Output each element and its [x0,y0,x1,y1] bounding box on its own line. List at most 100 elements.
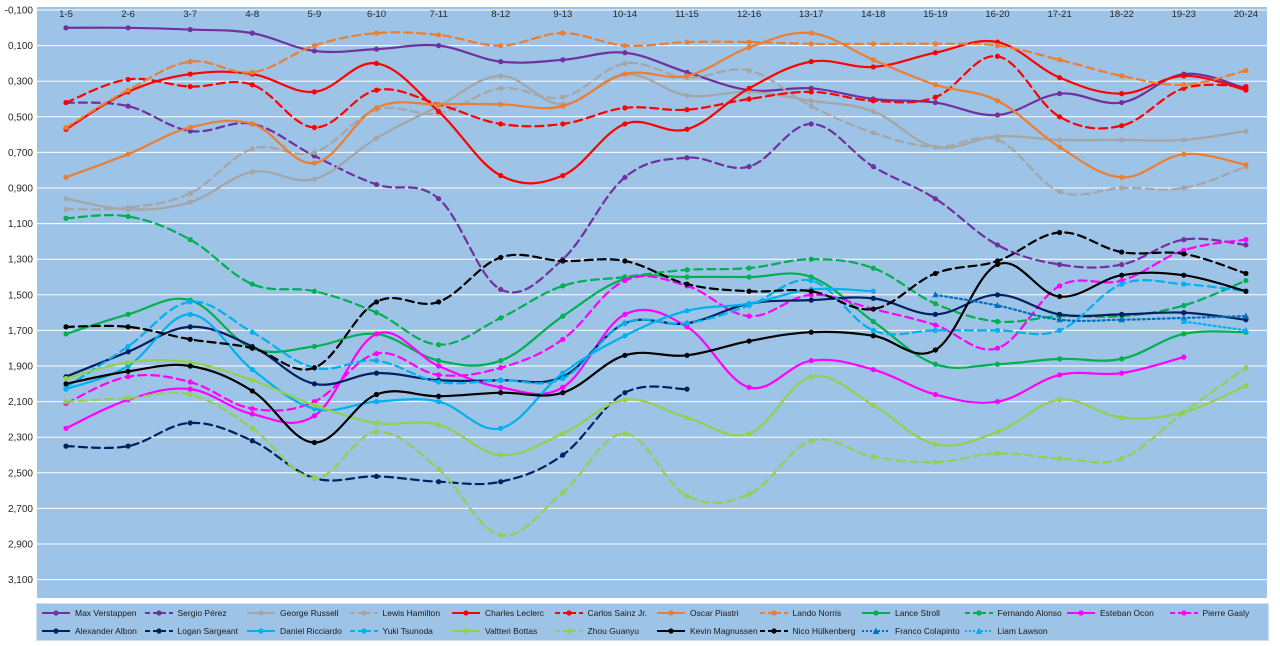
x-tick-label: 9-13 [553,9,572,20]
legend-label: Charles Leclerc [485,608,545,618]
x-tick-label: 12-16 [737,9,761,20]
data-point [373,46,380,52]
data-point [498,286,504,293]
x-tick-label: 15-19 [923,9,947,20]
data-point [1243,83,1249,90]
data-point [187,386,193,392]
data-point [436,479,442,485]
data-point [498,452,504,458]
data-point [870,333,876,339]
legend-item-lewis-hamilton: Lewis Hamilton [349,604,440,622]
data-point [187,128,193,134]
data-point [622,43,628,49]
data-point [373,331,380,337]
data-point [870,288,876,294]
y-tick-label: 1,500 [8,290,33,301]
data-point [187,237,193,243]
legend-swatch [42,610,70,616]
data-point [498,43,504,49]
data-point [870,164,876,170]
data-point [125,349,131,355]
data-point [684,281,690,287]
data-point [684,73,690,79]
legend-swatch [247,628,275,634]
series-line-nico-h-lkenberg [64,231,1247,371]
data-point [932,459,939,465]
data-point [808,358,814,364]
data-point [311,343,317,350]
data-point [1119,356,1125,362]
data-point [63,206,69,212]
legend-label: Franco Colapinto [895,626,960,636]
data-point [373,391,380,398]
legend-swatch [144,610,173,616]
data-point [808,59,814,65]
legend-item-lance-stroll: Lance Stroll [861,604,940,622]
data-point [994,258,1001,264]
data-point [1242,326,1250,333]
data-point [1057,261,1063,268]
data-point [436,43,442,49]
data-point [1057,188,1063,195]
data-point [1119,174,1125,180]
data-point [1181,185,1187,191]
data-point [870,265,876,271]
legend-item-liam-lawson: Liam Lawson [964,622,1048,640]
data-point [684,352,690,358]
data-point [870,41,876,47]
data-point [994,261,1001,268]
data-point [932,50,939,56]
data-point [187,359,193,366]
x-tick-label: 4-8 [245,9,259,20]
x-tick-label: 19-23 [1172,9,1196,20]
data-point [63,443,69,449]
data-point [63,99,69,106]
data-point [187,59,193,65]
legend-swatch [759,628,788,634]
series-line-zhou-guanyu [64,366,1247,537]
data-point [125,103,131,109]
data-point [1242,312,1250,319]
x-tick-label: 10-14 [613,9,637,20]
data-point [684,493,690,499]
data-point [994,98,1001,104]
data-point [125,213,131,220]
data-point [187,26,193,33]
data-point [870,306,876,312]
data-point [63,25,69,31]
series-carlos-sainz-jr [63,53,1249,131]
data-point [1057,137,1063,143]
legend-item-yuki-tsunoda: Yuki Tsunoda [349,622,433,640]
data-point [560,370,566,376]
data-point [746,89,752,95]
data-point [684,308,690,314]
series-line-valtteri-bottas [64,359,1247,457]
data-point [373,358,380,364]
data-point [1180,314,1187,321]
data-point [1118,316,1125,323]
legend-swatch [862,627,890,634]
data-point [994,242,1001,248]
data-point [1181,151,1187,157]
data-point [249,121,255,127]
data-point [1119,185,1125,191]
data-point [560,283,566,289]
data-point [932,82,939,88]
data-point [560,103,566,109]
data-point [498,425,504,431]
legend-item-daniel-ricciardo: Daniel Ricciardo [246,622,342,640]
data-point [498,479,504,485]
data-point [436,101,442,107]
data-point [932,144,939,150]
data-point [249,425,255,431]
y-tick-label: 2,900 [8,540,33,551]
legend-item-george-russell: George Russell [246,604,339,622]
data-point [125,76,131,83]
data-point [746,85,752,91]
x-tick-label: 18-22 [1110,9,1134,20]
series-line-sergio-p-rez [64,101,1247,294]
data-point [187,199,193,205]
data-point [560,57,566,63]
data-point [622,320,628,326]
data-point [1057,114,1063,120]
